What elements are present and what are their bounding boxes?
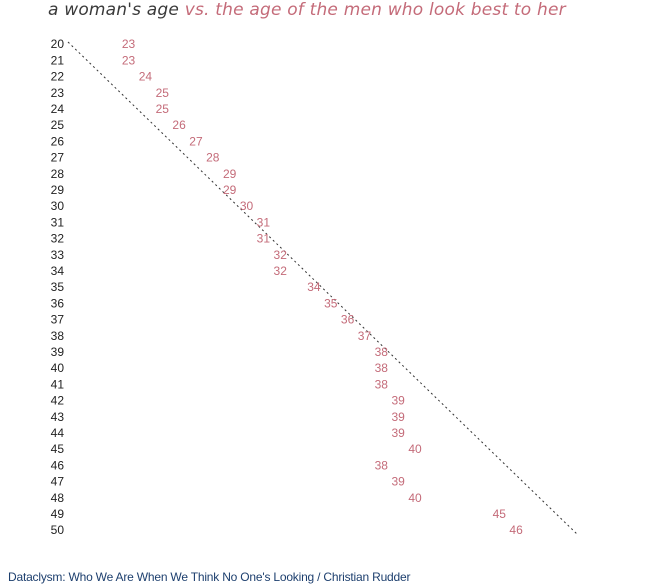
tick-label-48: 48 bbox=[51, 491, 65, 505]
point-label-30: 30 bbox=[240, 199, 254, 213]
point-label-26: 27 bbox=[189, 134, 203, 148]
point-label-20: 23 bbox=[122, 37, 136, 51]
chart-title: a woman's age vs. the age of the men who… bbox=[48, 0, 566, 20]
tick-label-22: 22 bbox=[51, 70, 65, 84]
point-label-31: 31 bbox=[257, 215, 271, 229]
point-label-34: 32 bbox=[274, 264, 288, 278]
tick-label-26: 26 bbox=[51, 134, 65, 148]
point-label-23: 25 bbox=[156, 86, 170, 100]
tick-label-39: 39 bbox=[51, 345, 65, 359]
tick-label-20: 20 bbox=[51, 37, 65, 51]
tick-label-25: 25 bbox=[51, 118, 65, 132]
point-label-42: 39 bbox=[391, 394, 405, 408]
data-labels: 2323242525262728292930313132323435363738… bbox=[122, 37, 523, 537]
reference-diagonal bbox=[67, 41, 579, 536]
point-label-41: 38 bbox=[375, 377, 389, 391]
point-label-45: 40 bbox=[408, 442, 422, 456]
tick-label-47: 47 bbox=[51, 475, 65, 489]
point-label-49: 45 bbox=[493, 507, 507, 521]
point-label-44: 39 bbox=[391, 426, 405, 440]
y-axis-ticks: 20 21 22 23 24 25 26 27 28 29 30 31 32 33 34 35 36 37 38 39… bbox=[51, 37, 65, 537]
point-label-24: 25 bbox=[156, 102, 170, 116]
tick-label-23: 23 bbox=[51, 86, 65, 100]
point-label-40: 38 bbox=[375, 361, 389, 375]
tick-label-36: 36 bbox=[51, 296, 65, 310]
tick-label-42: 42 bbox=[51, 394, 65, 408]
tick-label-35: 35 bbox=[51, 280, 65, 294]
tick-label-38: 38 bbox=[51, 329, 65, 343]
tick-label-27: 27 bbox=[51, 151, 65, 165]
point-label-43: 39 bbox=[391, 410, 405, 424]
tick-label-31: 31 bbox=[51, 215, 65, 229]
tick-label-37: 37 bbox=[51, 313, 65, 327]
point-label-35: 34 bbox=[307, 280, 321, 294]
point-label-21: 23 bbox=[122, 53, 136, 67]
tick-label-30: 30 bbox=[51, 199, 65, 213]
point-label-29: 29 bbox=[223, 183, 237, 197]
point-label-33: 32 bbox=[274, 248, 288, 262]
tick-label-33: 33 bbox=[51, 248, 65, 262]
point-label-37: 36 bbox=[341, 313, 355, 327]
point-label-48: 40 bbox=[408, 491, 422, 505]
title-suffix: vs. the age of the men who look best to … bbox=[184, 0, 566, 20]
tick-label-29: 29 bbox=[51, 183, 65, 197]
tick-label-32: 32 bbox=[51, 232, 65, 246]
tick-label-50: 50 bbox=[51, 523, 65, 537]
tick-label-43: 43 bbox=[51, 410, 65, 424]
tick-label-45: 45 bbox=[51, 442, 65, 456]
point-label-50: 46 bbox=[509, 523, 523, 537]
title-prefix: a woman's age bbox=[48, 0, 180, 20]
tick-label-41: 41 bbox=[51, 377, 65, 391]
point-label-47: 39 bbox=[391, 475, 405, 489]
source-credit: Dataclysm: Who We Are When We Think No O… bbox=[8, 570, 411, 584]
point-label-46: 38 bbox=[375, 458, 389, 472]
tick-label-28: 28 bbox=[51, 167, 65, 181]
point-label-39: 38 bbox=[375, 345, 389, 359]
tick-label-40: 40 bbox=[51, 361, 65, 375]
tick-label-46: 46 bbox=[51, 458, 65, 472]
tick-label-34: 34 bbox=[51, 264, 65, 278]
tick-label-24: 24 bbox=[51, 102, 65, 116]
point-label-38: 37 bbox=[358, 329, 372, 343]
point-label-36: 35 bbox=[324, 296, 338, 310]
point-label-27: 28 bbox=[206, 151, 220, 165]
point-label-22: 24 bbox=[139, 70, 153, 84]
tick-label-21: 21 bbox=[51, 53, 65, 67]
point-label-25: 26 bbox=[172, 118, 186, 132]
tick-label-44: 44 bbox=[51, 426, 65, 440]
point-label-28: 29 bbox=[223, 167, 237, 181]
tick-label-49: 49 bbox=[51, 507, 65, 521]
point-label-32: 31 bbox=[257, 232, 271, 246]
